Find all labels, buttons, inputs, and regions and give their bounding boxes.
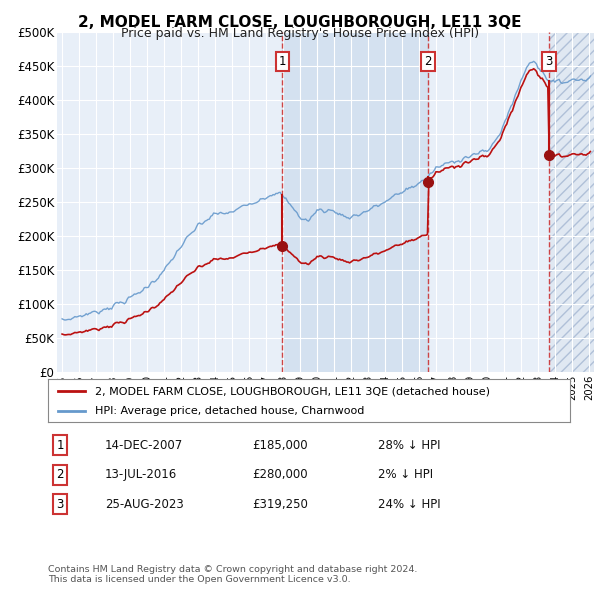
Text: Contains HM Land Registry data © Crown copyright and database right 2024.
This d: Contains HM Land Registry data © Crown c…	[48, 565, 418, 584]
Text: 24% ↓ HPI: 24% ↓ HPI	[378, 498, 440, 511]
Text: £319,250: £319,250	[252, 498, 308, 511]
Text: 1: 1	[278, 55, 286, 68]
Text: 3: 3	[56, 498, 64, 511]
Text: 25-AUG-2023: 25-AUG-2023	[105, 498, 184, 511]
Text: £185,000: £185,000	[252, 439, 308, 452]
Bar	[283, 32, 428, 372]
Text: 1: 1	[56, 439, 64, 452]
Text: 28% ↓ HPI: 28% ↓ HPI	[378, 439, 440, 452]
Text: HPI: Average price, detached house, Charnwood: HPI: Average price, detached house, Char…	[95, 407, 364, 416]
Text: £280,000: £280,000	[252, 468, 308, 481]
Text: 2, MODEL FARM CLOSE, LOUGHBOROUGH, LE11 3QE (detached house): 2, MODEL FARM CLOSE, LOUGHBOROUGH, LE11 …	[95, 386, 490, 396]
Text: 3: 3	[545, 55, 553, 68]
Text: 2: 2	[56, 468, 64, 481]
Text: 2% ↓ HPI: 2% ↓ HPI	[378, 468, 433, 481]
Text: 2: 2	[424, 55, 432, 68]
Text: 2, MODEL FARM CLOSE, LOUGHBOROUGH, LE11 3QE: 2, MODEL FARM CLOSE, LOUGHBOROUGH, LE11 …	[78, 15, 522, 30]
Bar	[549, 32, 594, 372]
Text: 13-JUL-2016: 13-JUL-2016	[105, 468, 177, 481]
Text: 14-DEC-2007: 14-DEC-2007	[105, 439, 183, 452]
Text: Price paid vs. HM Land Registry's House Price Index (HPI): Price paid vs. HM Land Registry's House …	[121, 27, 479, 40]
